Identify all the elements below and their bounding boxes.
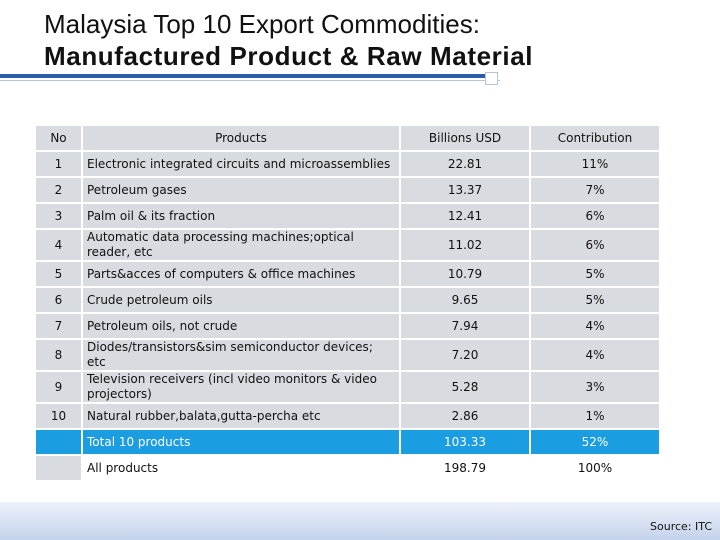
slide-title: Malaysia Top 10 Export Commodities: Manu… [44,8,533,72]
row-product: Automatic data processing machines;optic… [82,229,401,262]
table-row: 4 Automatic data processing machines;opt… [36,229,661,262]
row-product: Crude petroleum oils [82,287,401,314]
row-number: 1 [36,151,83,178]
row-number: 9 [36,371,83,404]
row-contribution: 3% [530,371,661,404]
title-rule-square [485,72,498,85]
row-contribution: 6% [530,229,661,262]
total-10-label: Total 10 products [82,429,401,456]
row-number: 8 [36,339,83,372]
all-products-row: All products 198.79 100% [36,455,661,482]
row-number: 4 [36,229,83,262]
row-value: 11.02 [400,229,531,262]
all-products-contribution: 100% [530,455,661,482]
row-product: Parts&acces of computers & office machin… [82,261,401,288]
table-row: 2 Petroleum gases 13.37 7% [36,177,661,204]
row-value: 5.28 [400,371,531,404]
title-underline [0,74,485,78]
table-row: 1 Electronic integrated circuits and mic… [36,151,661,178]
footer-bar [0,502,720,540]
row-contribution: 5% [530,261,661,288]
table-row: 8 Diodes/transistors&sim semiconductor d… [36,339,661,372]
header-billions: Billions USD [400,126,531,152]
row-value: 22.81 [400,151,531,178]
row-value: 10.79 [400,261,531,288]
all-products-value: 198.79 [400,455,531,482]
row-number: 6 [36,287,83,314]
row-contribution: 6% [530,203,661,230]
row-contribution: 1% [530,403,661,430]
row-contribution: 4% [530,313,661,340]
title-line-2: Manufactured Product & Raw Material [44,41,534,71]
row-number: 3 [36,203,83,230]
header-contribution: Contribution [530,126,661,152]
row-number: 7 [36,313,83,340]
row-contribution: 7% [530,177,661,204]
row-value: 2.86 [400,403,531,430]
table-row: 6 Crude petroleum oils 9.65 5% [36,287,661,314]
row-value: 7.94 [400,313,531,340]
all-products-blank-cell [36,455,83,482]
row-number: 10 [36,403,83,430]
row-value: 9.65 [400,287,531,314]
row-product: Palm oil & its fraction [82,203,401,230]
total-10-value: 103.33 [400,429,531,456]
table-row: 9 Television receivers (incl video monit… [36,371,661,404]
row-value: 7.20 [400,339,531,372]
row-contribution: 5% [530,287,661,314]
table-row: 3 Palm oil & its fraction 12.41 6% [36,203,661,230]
table-header-row: No Products Billions USD Contribution [36,126,661,152]
total-10-contribution: 52% [530,429,661,456]
row-product: Diodes/transistors&sim semiconductor dev… [82,339,401,372]
row-number: 5 [36,261,83,288]
row-value: 13.37 [400,177,531,204]
row-product: Natural rubber,balata,gutta-percha etc [82,403,401,430]
table-row: 10 Natural rubber,balata,gutta-percha et… [36,403,661,430]
exports-table: No Products Billions USD Contribution 1 … [36,126,661,482]
title-thin-rule [0,80,500,81]
total-10-row: Total 10 products 103.33 52% [36,429,661,456]
table-row: 5 Parts&acces of computers & office mach… [36,261,661,288]
table-row: 7 Petroleum oils, not crude 7.94 4% [36,313,661,340]
header-products: Products [82,126,401,152]
row-contribution: 11% [530,151,661,178]
header-no: No [36,126,83,152]
total-10-blank-cell [36,429,83,456]
source-note: Source: ITC [650,520,712,533]
title-line-1: Malaysia Top 10 Export Commodities: [44,9,480,39]
all-products-label: All products [82,455,401,482]
row-product: Petroleum oils, not crude [82,313,401,340]
row-contribution: 4% [530,339,661,372]
row-value: 12.41 [400,203,531,230]
row-product: Television receivers (incl video monitor… [82,371,401,404]
row-product: Petroleum gases [82,177,401,204]
row-number: 2 [36,177,83,204]
row-product: Electronic integrated circuits and micro… [82,151,401,178]
